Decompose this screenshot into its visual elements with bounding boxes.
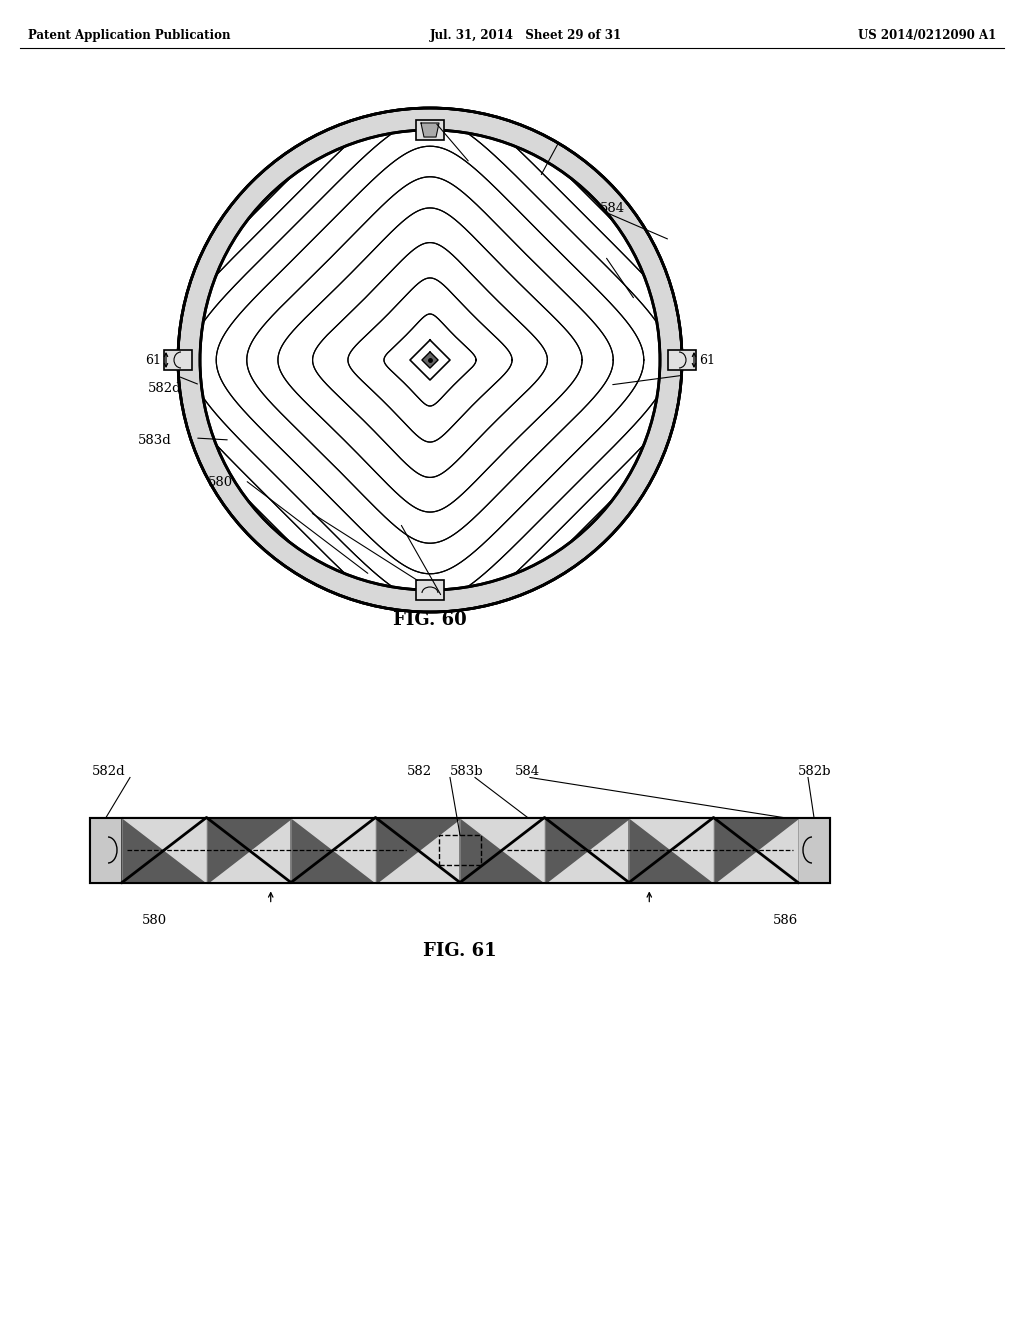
Bar xyxy=(416,120,444,140)
Polygon shape xyxy=(291,817,376,883)
Circle shape xyxy=(178,108,682,612)
Text: 580: 580 xyxy=(142,913,167,927)
Bar xyxy=(439,836,481,865)
Bar xyxy=(122,817,798,883)
Polygon shape xyxy=(291,817,376,883)
Bar xyxy=(90,817,830,883)
Text: 61: 61 xyxy=(699,354,715,367)
Bar xyxy=(798,817,830,883)
Polygon shape xyxy=(207,817,291,883)
Text: 584: 584 xyxy=(515,766,540,777)
Text: 582b: 582b xyxy=(798,766,831,777)
Text: 583d: 583d xyxy=(138,433,172,446)
Text: 586: 586 xyxy=(773,913,799,927)
Polygon shape xyxy=(629,817,714,883)
Text: 582b: 582b xyxy=(608,381,641,395)
Circle shape xyxy=(200,129,660,590)
Polygon shape xyxy=(460,817,545,883)
Polygon shape xyxy=(714,817,798,883)
Text: 580: 580 xyxy=(208,475,233,488)
Polygon shape xyxy=(629,817,714,883)
Bar xyxy=(164,350,193,370)
Polygon shape xyxy=(460,817,545,883)
Bar xyxy=(668,350,696,370)
Text: 582d: 582d xyxy=(148,381,181,395)
Polygon shape xyxy=(122,817,207,883)
Bar xyxy=(90,817,122,883)
Polygon shape xyxy=(207,817,291,883)
Text: US 2014/0212090 A1: US 2014/0212090 A1 xyxy=(858,29,996,41)
Text: 582d: 582d xyxy=(92,766,126,777)
Bar xyxy=(90,817,830,883)
Text: 583c: 583c xyxy=(288,506,321,519)
Polygon shape xyxy=(122,817,207,883)
Text: 582: 582 xyxy=(407,766,432,777)
Bar xyxy=(416,579,444,601)
Polygon shape xyxy=(376,817,460,883)
Text: Jul. 31, 2014   Sheet 29 of 31: Jul. 31, 2014 Sheet 29 of 31 xyxy=(430,29,623,41)
Text: FIG. 60: FIG. 60 xyxy=(393,611,467,630)
Polygon shape xyxy=(421,123,439,137)
Text: 584: 584 xyxy=(600,202,625,214)
Text: 583a: 583a xyxy=(530,165,563,178)
Polygon shape xyxy=(545,817,629,883)
Text: 582a: 582a xyxy=(458,152,492,165)
Polygon shape xyxy=(714,817,798,883)
Text: FIG. 61: FIG. 61 xyxy=(423,941,497,960)
Text: 583b: 583b xyxy=(598,246,632,259)
Polygon shape xyxy=(422,352,438,368)
Polygon shape xyxy=(410,341,450,380)
Text: 61: 61 xyxy=(145,354,161,367)
Circle shape xyxy=(200,129,660,590)
Text: Patent Application Publication: Patent Application Publication xyxy=(28,29,230,41)
Polygon shape xyxy=(545,817,629,883)
Polygon shape xyxy=(376,817,460,883)
Text: 582c: 582c xyxy=(382,516,415,529)
Text: 583b: 583b xyxy=(450,766,483,777)
